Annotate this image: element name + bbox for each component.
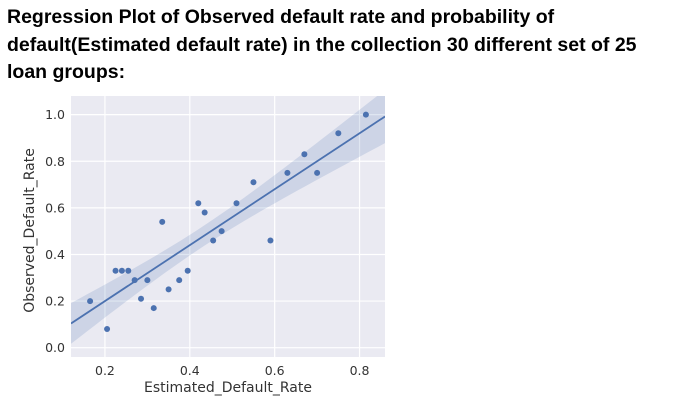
heading-line-2: default(Estimated default rate) in the c… [7,33,637,56]
data-point [176,277,183,284]
data-point [201,209,208,216]
y-axis-label: Observed_Default_Rate [22,148,38,313]
scatter-points [87,111,369,333]
data-point [131,277,138,284]
heading-line-3: loan groups: [7,61,126,83]
data-point [144,277,151,284]
y-tick-label: 0.6 [45,200,65,215]
data-point [184,267,191,274]
plot-area [71,96,385,357]
data-point [138,295,145,302]
data-point [150,305,157,312]
data-point [218,228,225,235]
data-point [284,169,291,176]
data-point [362,111,369,118]
x-tick-label: 0.6 [265,363,285,378]
data-point [112,267,119,274]
data-point [314,169,321,176]
data-point [118,267,125,274]
y-tick-label: 0.4 [45,247,65,262]
data-point [250,179,257,186]
data-point [159,218,166,225]
x-tick-label: 0.2 [95,363,115,378]
data-point [301,151,308,158]
x-tick-labels: 0.2 0.4 0.6 0.8 [95,363,370,378]
chart-heading: Regression Plot of Observed default rate… [7,4,667,87]
x-tick-label: 0.4 [180,363,200,378]
grid-lines [71,96,385,357]
data-point [335,130,342,137]
y-tick-labels: 0.0 0.2 0.4 0.6 0.8 1.0 [45,107,65,355]
regression-line [71,115,385,325]
data-point [104,326,111,333]
x-tick-label: 0.8 [350,363,370,378]
y-tick-label: 0.8 [45,154,65,169]
data-point [165,286,172,293]
data-point [267,237,274,244]
regression-line-group [71,115,385,325]
y-tick-label: 0.2 [45,294,65,309]
y-tick-label: 1.0 [45,107,65,122]
data-point [195,200,202,207]
data-point [210,237,217,244]
data-point [233,200,240,207]
x-axis-label: Estimated_Default_Rate [144,380,312,396]
data-point [125,267,132,274]
y-tick-label: 0.0 [45,340,65,355]
heading-line-1: Regression Plot of Observed default rate… [7,6,555,28]
data-point [87,298,94,305]
